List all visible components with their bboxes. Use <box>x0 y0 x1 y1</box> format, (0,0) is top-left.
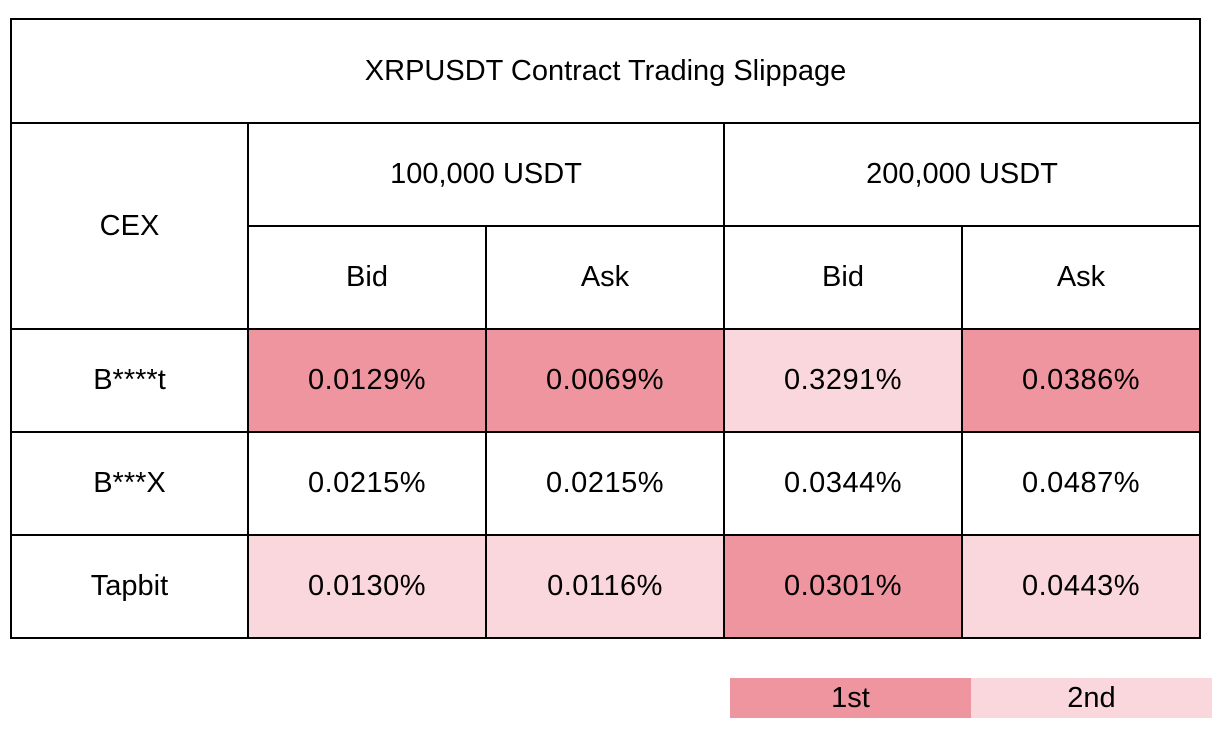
slippage-cell: 0.0487% <box>961 431 1201 536</box>
cex-header: CEX <box>10 122 249 330</box>
legend-second-place: 2nd <box>971 678 1212 718</box>
cex-name: B****t <box>10 328 249 433</box>
slippage-cell: 0.0129% <box>247 328 487 433</box>
slippage-cell: 0.0130% <box>247 534 487 639</box>
table-row: B****t 0.0129% 0.0069% 0.3291% 0.0386% <box>10 328 1201 433</box>
group-header-200k: 200,000 USDT <box>723 122 1201 227</box>
subheader-ask: Ask <box>485 225 725 330</box>
legend-first-place: 1st <box>730 678 971 718</box>
cex-name: Tapbit <box>10 534 249 639</box>
slippage-cell: 0.0344% <box>723 431 963 536</box>
slippage-cell: 0.0069% <box>485 328 725 433</box>
slippage-cell: 0.3291% <box>723 328 963 433</box>
cex-name: B***X <box>10 431 249 536</box>
slippage-table: XRPUSDT Contract Trading Slippage CEX 10… <box>10 18 1201 639</box>
subheader-bid: Bid <box>723 225 963 330</box>
table-row: B***X 0.0215% 0.0215% 0.0344% 0.0487% <box>10 431 1201 536</box>
subheader-bid: Bid <box>247 225 487 330</box>
slippage-cell: 0.0215% <box>247 431 487 536</box>
table-title: XRPUSDT Contract Trading Slippage <box>10 18 1201 124</box>
slippage-cell: 0.0215% <box>485 431 725 536</box>
title-row: XRPUSDT Contract Trading Slippage <box>10 18 1201 124</box>
slippage-cell: 0.0443% <box>961 534 1201 639</box>
table-row: Tapbit 0.0130% 0.0116% 0.0301% 0.0443% <box>10 534 1201 639</box>
sub-header-row: Bid Ask Bid Ask <box>11 225 1201 330</box>
subheader-ask: Ask <box>961 225 1201 330</box>
slippage-cell: 0.0116% <box>485 534 725 639</box>
group-header-100k: 100,000 USDT <box>247 122 725 227</box>
legend: 1st 2nd <box>730 678 1212 718</box>
slippage-cell: 0.0386% <box>961 328 1201 433</box>
group-header-row: CEX 100,000 USDT 200,000 USDT <box>10 122 1201 330</box>
slippage-cell: 0.0301% <box>723 534 963 639</box>
